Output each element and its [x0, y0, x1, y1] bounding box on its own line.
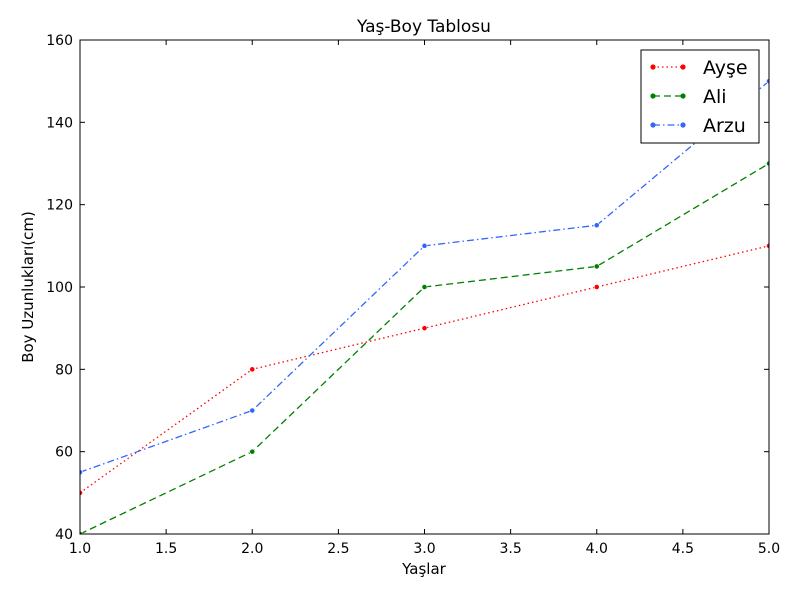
- legend-marker: [680, 93, 686, 99]
- legend-marker: [650, 64, 656, 70]
- legend-marker: [650, 122, 656, 128]
- data-point: [593, 222, 600, 229]
- chart-title: Yaş-Boy Tablosu: [356, 17, 491, 37]
- legend-label: Ali: [703, 86, 727, 108]
- data-point: [249, 407, 256, 414]
- data-point: [593, 284, 600, 290]
- x-tick-label: 3.0: [413, 541, 435, 557]
- y-tick-label: 60: [55, 445, 73, 461]
- data-point: [421, 325, 428, 332]
- series-line: [80, 245, 769, 494]
- series-1: [80, 160, 769, 534]
- legend-box: [640, 49, 760, 144]
- data-point: [249, 366, 256, 373]
- legend-marker: [680, 122, 686, 128]
- x-tick-label: 2.0: [241, 541, 263, 557]
- data-point: [421, 242, 428, 249]
- y-tick-label: 100: [46, 280, 73, 296]
- legend-marker: [680, 64, 686, 70]
- legend: Ayşe Ali Arzu: [640, 49, 760, 144]
- y-tick-label: 160: [46, 33, 73, 49]
- x-tick-label: 4.5: [672, 541, 694, 557]
- y-axis-title: Boy Uzunlukları(cm): [19, 211, 37, 363]
- y-tick-label: 80: [55, 362, 73, 378]
- x-tick-label: 3.5: [499, 541, 521, 557]
- y-tick-label: 120: [46, 198, 73, 214]
- y-tick-label: 40: [55, 527, 73, 543]
- data-point: [593, 263, 600, 270]
- x-axis-title: Yaşlar: [401, 560, 446, 578]
- x-tick-label: 1.5: [155, 541, 177, 557]
- x-tick-label: 5.0: [758, 541, 780, 557]
- data-point: [766, 160, 769, 167]
- x-tick-label: 2.5: [327, 541, 349, 557]
- legend-label: Arzu: [703, 115, 746, 137]
- legend-entry: Ayşe: [650, 57, 748, 79]
- data-point: [766, 78, 769, 85]
- x-tick-label: 4.0: [586, 541, 608, 557]
- y-tick-label: 140: [46, 115, 73, 131]
- legend-label: Ayşe: [703, 57, 748, 79]
- series-0: [80, 242, 769, 496]
- legend-entry: Arzu: [650, 115, 746, 137]
- legend-marker: [650, 93, 656, 99]
- x-tick-label: 1.0: [69, 541, 91, 557]
- series-line: [80, 162, 769, 534]
- data-point: [766, 242, 769, 249]
- data-point: [249, 448, 256, 455]
- data-point: [421, 284, 428, 290]
- legend-entry: Ali: [650, 86, 727, 108]
- series-2: [80, 78, 769, 476]
